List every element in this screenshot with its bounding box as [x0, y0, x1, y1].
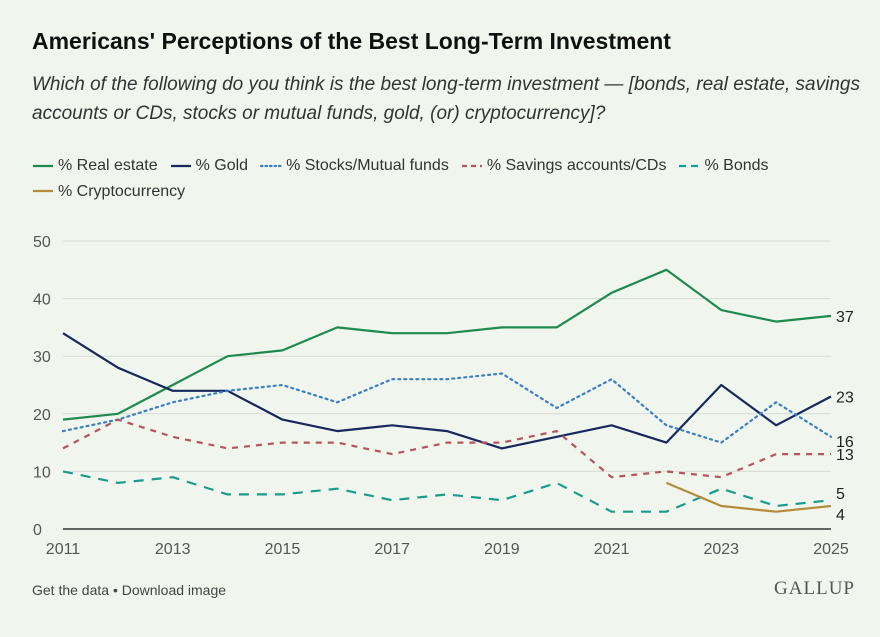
y-tick-label: 10 [33, 464, 51, 481]
legend-swatch [33, 189, 53, 193]
legend-label: % Savings accounts/CDs [486, 157, 667, 174]
x-tick-label: 2019 [484, 541, 520, 558]
series-line-savings-accounts-cds [62, 418, 831, 479]
y-tick-label: 0 [33, 522, 42, 539]
x-tick-label: 2017 [374, 541, 410, 558]
legend-label: % Real estate [58, 157, 158, 174]
x-tick-label: 2015 [265, 541, 301, 558]
x-tick-label: 2025 [813, 541, 849, 558]
legend-label: % Gold [195, 157, 249, 174]
chart-legend: % Real estate % Gold % Stocks/Mutual funds… [32, 153, 862, 204]
x-tick-label: 2013 [155, 541, 191, 558]
end-label: 5 [836, 486, 845, 503]
legend-label: % Bonds [704, 157, 769, 174]
series-line-stocks-mutual-funds [61, 372, 833, 444]
y-tick-label: 40 [33, 292, 51, 309]
legend-item: % Real estate [32, 153, 158, 178]
y-tick-label: 50 [33, 234, 51, 251]
gallup-logo: GALLUP [774, 578, 855, 599]
y-tick-label: 20 [33, 407, 51, 424]
legend-swatch [461, 164, 482, 167]
axes: 0 10 20 30 40 50 2011 2013 2015 2017 2019 2021 2023 2… [33, 234, 849, 558]
end-label: 23 [836, 390, 854, 407]
end-label: 37 [836, 309, 854, 326]
get-data-link[interactable]: Get the data [32, 582, 110, 598]
y-tick-label: 30 [33, 349, 51, 366]
legend-swatch [260, 164, 283, 167]
legend-swatch [33, 164, 53, 167]
end-label: 16 [836, 434, 854, 451]
legend-item: % Cryptocurrency [32, 179, 185, 204]
legend-label: % Cryptocurrency [58, 182, 186, 200]
legend-item: % Stocks/Mutual funds [260, 153, 449, 178]
legend-item: % Bonds [678, 153, 769, 178]
series-line-gold [62, 332, 832, 450]
x-tick-label: 2023 [703, 541, 739, 558]
chart-title: Americans' Perceptions of the Best Long-… [32, 28, 671, 54]
chart-subtitle: Which of the following do you think is t… [32, 74, 860, 124]
legend-label: % Stocks/Mutual funds [286, 157, 449, 174]
legend-swatch [170, 164, 191, 167]
grid-lines [63, 240, 831, 472]
end-label: 13 [836, 447, 854, 464]
x-tick-label: 2021 [594, 541, 630, 558]
legend-item: % Gold [170, 153, 248, 178]
footer-separator: • [109, 582, 122, 598]
series-lines [61, 268, 833, 513]
series-line-real-estate [62, 268, 832, 421]
series-line-cryptocurrency [665, 481, 832, 513]
legend-item: % Savings accounts/CDs [461, 153, 667, 178]
download-image-link[interactable]: Download image [121, 582, 227, 598]
footer-links: Get the data • Download image [32, 582, 226, 598]
end-label: 4 [836, 507, 845, 524]
legend-swatch [679, 164, 700, 167]
series-line-bonds [62, 470, 832, 513]
x-tick-label: 2011 [46, 541, 81, 558]
